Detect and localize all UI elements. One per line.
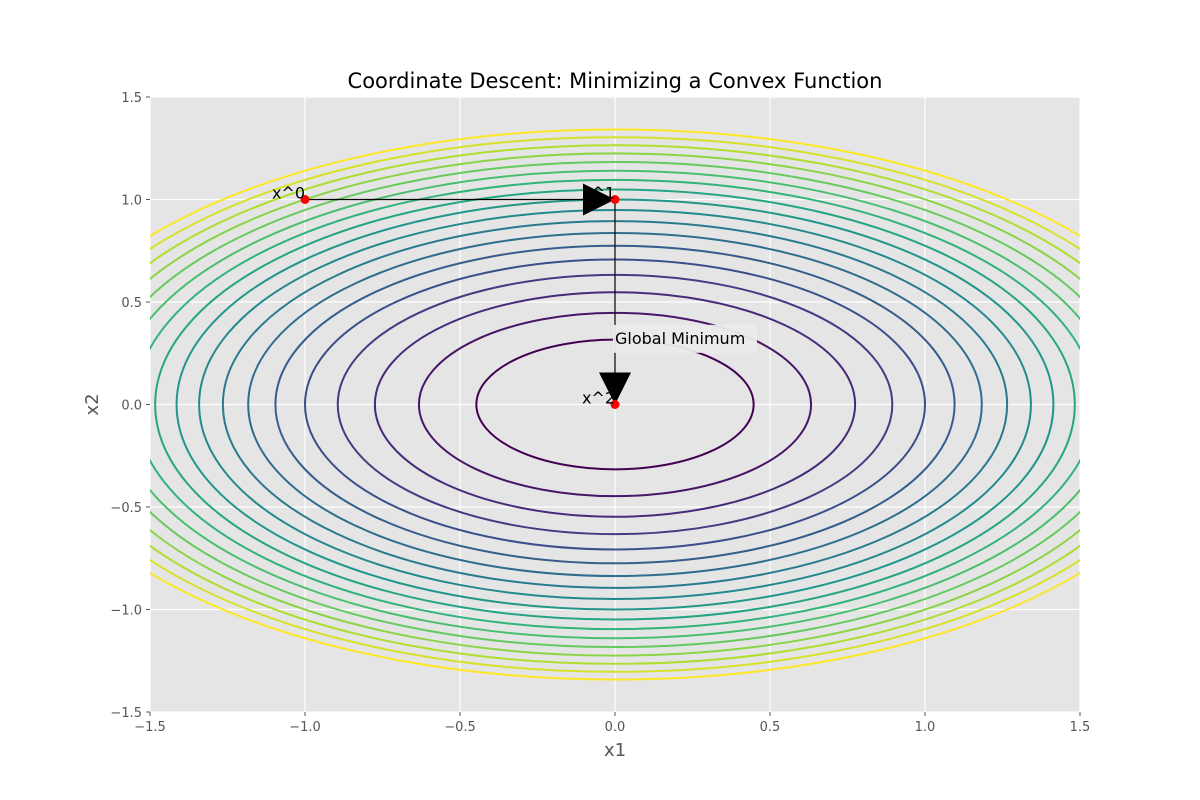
point-label-0: x^0 [272, 184, 305, 203]
x-tick-label-3: 0.0 [605, 720, 626, 735]
arrow-head-0 [583, 183, 615, 216]
contour-level-13 [150, 161, 1080, 648]
chart-title: Coordinate Descent: Minimizing a Convex … [348, 69, 883, 93]
x-tick-label-1: −1.0 [289, 720, 321, 735]
iterate-points: x^0 x^1 x^2 [272, 184, 620, 409]
x-tick-label-5: 1.0 [915, 720, 936, 735]
contour-level-11 [150, 179, 1080, 630]
x-tick-label-2: −0.5 [444, 720, 476, 735]
annotation-box-0 [613, 324, 757, 353]
contour-level-15 [150, 144, 1080, 665]
y-tick-label-0: −1.5 [110, 706, 142, 721]
y-axis-label: x2 [82, 393, 103, 415]
y-tick-label-6: 1.5 [121, 91, 142, 106]
point-1 [610, 195, 620, 204]
point-label-1: x^1 [582, 184, 615, 203]
contour-level-16 [150, 136, 1080, 673]
annotations: Global Minimum [613, 324, 757, 353]
contour-level-10 [154, 188, 1076, 621]
axis-ticks: −1.5 −1.0 −0.5 0.0 0.5 1.0 1.5 −1.5 −1.0 −0.5 0.0 0… [110, 91, 1090, 735]
y-tick-label-3: 0.0 [121, 399, 142, 414]
x-tick-label-6: 1.5 [1070, 720, 1091, 735]
arrow-head-1 [599, 372, 631, 405]
y-tick-label-2: −0.5 [110, 501, 142, 516]
x-tick-label-4: 0.5 [760, 720, 781, 735]
y-tick-label-1: −1.0 [110, 604, 142, 619]
point-0 [300, 195, 310, 204]
contour-level-14 [150, 152, 1080, 657]
annotation-0: Global Minimum [615, 329, 745, 348]
x-tick-label-0: −1.5 [134, 720, 166, 735]
contour-level-12 [150, 169, 1080, 640]
point-2 [610, 400, 620, 409]
y-tick-label-4: 0.5 [121, 296, 142, 311]
descent-path [305, 183, 631, 405]
contour-level-17 [150, 128, 1080, 681]
x-axis-label: x1 [604, 740, 626, 761]
y-tick-label-5: 1.0 [121, 194, 142, 209]
point-label-2: x^2 [582, 389, 615, 408]
